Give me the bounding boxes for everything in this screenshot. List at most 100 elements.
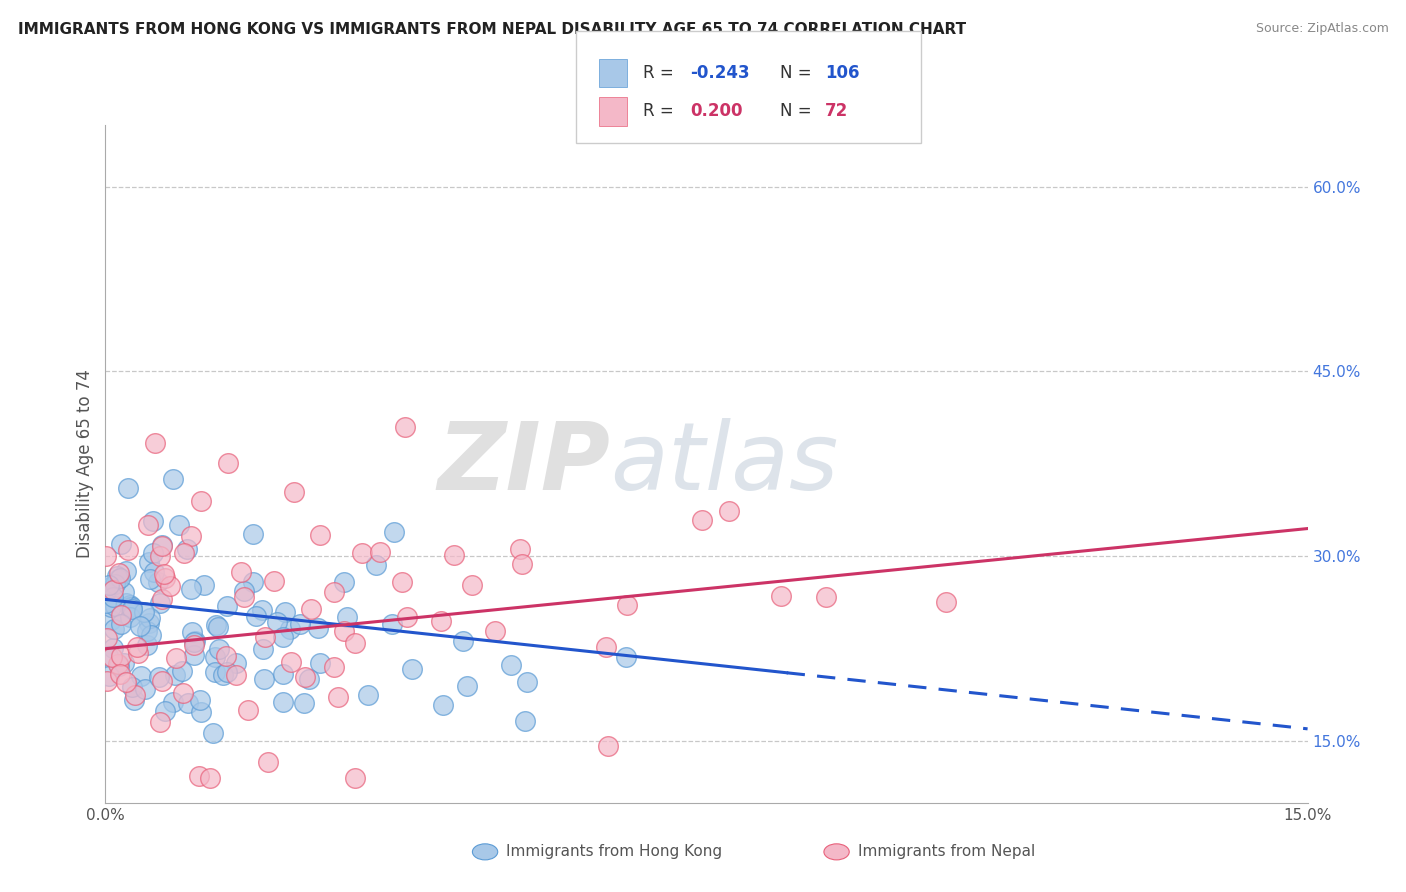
Point — [96, 549, 118, 563]
Point — [207, 620, 229, 634]
Point — [510, 557, 533, 571]
Point — [332, 624, 354, 638]
Point — [180, 529, 202, 543]
Point — [382, 524, 405, 539]
Point — [162, 695, 184, 709]
Point — [124, 688, 146, 702]
Point — [112, 657, 135, 671]
Point — [271, 630, 294, 644]
Point — [252, 603, 274, 617]
Point — [110, 648, 132, 663]
Point — [451, 634, 474, 648]
Point — [108, 566, 131, 581]
Point — [139, 628, 162, 642]
Point — [176, 542, 198, 557]
Text: ZIP: ZIP — [437, 417, 610, 510]
Point — [350, 546, 373, 560]
Point — [96, 596, 118, 610]
Point — [96, 631, 118, 645]
Point — [357, 688, 380, 702]
Point — [121, 601, 143, 615]
Point — [104, 577, 127, 591]
Point — [100, 613, 122, 627]
Point — [107, 572, 129, 586]
Text: R =: R = — [643, 64, 679, 82]
Point — [718, 503, 741, 517]
Point — [198, 771, 221, 785]
Point — [461, 578, 484, 592]
Text: 106: 106 — [825, 64, 860, 82]
Point — [430, 614, 453, 628]
Point — [208, 642, 231, 657]
Point — [149, 549, 172, 564]
Text: N =: N = — [780, 64, 817, 82]
Point — [190, 493, 212, 508]
Point — [110, 617, 132, 632]
Text: atlas: atlas — [610, 418, 838, 509]
Point — [142, 546, 165, 560]
Text: R =: R = — [643, 103, 683, 120]
Point — [309, 656, 332, 670]
Point — [935, 594, 957, 608]
Text: 72: 72 — [825, 103, 849, 120]
Point — [336, 610, 359, 624]
Point — [149, 714, 172, 729]
Point — [253, 631, 276, 645]
Point — [257, 755, 280, 769]
Point — [499, 657, 522, 672]
Point — [283, 484, 305, 499]
Text: Source: ZipAtlas.com: Source: ZipAtlas.com — [1256, 22, 1389, 36]
Point — [136, 518, 159, 533]
Point — [134, 682, 156, 697]
Point — [217, 456, 239, 470]
Point — [110, 607, 132, 622]
Point — [115, 596, 138, 610]
Point — [97, 578, 120, 592]
Point — [159, 579, 181, 593]
Point — [98, 669, 121, 683]
Point — [172, 664, 194, 678]
Point — [456, 679, 478, 693]
Point — [326, 690, 349, 705]
Point — [150, 591, 173, 606]
Point — [443, 548, 465, 562]
Point — [172, 686, 194, 700]
Point — [117, 542, 139, 557]
Point — [101, 649, 124, 664]
Point — [211, 668, 233, 682]
Point — [229, 565, 252, 579]
Point — [245, 609, 267, 624]
Point — [153, 566, 176, 581]
Point — [266, 615, 288, 630]
Point — [242, 527, 264, 541]
Point — [292, 696, 315, 710]
Point — [225, 668, 247, 682]
Point — [105, 568, 128, 582]
Point — [135, 639, 157, 653]
Point — [103, 590, 125, 604]
Point — [280, 655, 302, 669]
Text: 0.200: 0.200 — [690, 103, 742, 120]
Point — [132, 606, 155, 620]
Point — [233, 590, 256, 604]
Point — [117, 481, 139, 495]
Point — [516, 675, 538, 690]
Point — [322, 660, 344, 674]
Point — [148, 574, 170, 589]
Point — [103, 623, 125, 637]
Point — [127, 646, 149, 660]
Point — [166, 651, 188, 665]
Point — [395, 609, 418, 624]
Point — [121, 681, 143, 695]
Point — [274, 606, 297, 620]
Point — [322, 585, 344, 599]
Point — [307, 621, 329, 635]
Point — [290, 616, 312, 631]
Point — [690, 513, 713, 527]
Point — [616, 649, 638, 664]
Point — [381, 617, 404, 632]
Text: N =: N = — [780, 103, 817, 120]
Point — [108, 667, 131, 681]
Point — [616, 598, 638, 612]
Point — [233, 583, 256, 598]
